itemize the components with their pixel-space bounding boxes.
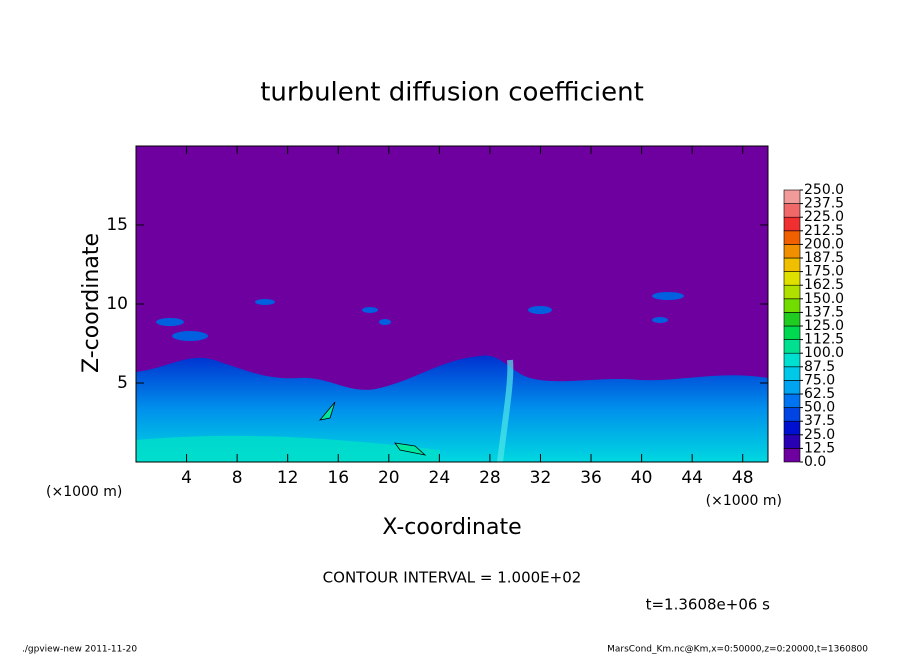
colorbar-label: 12.5 bbox=[804, 440, 835, 456]
chart-title: turbulent diffusion coefficient bbox=[260, 78, 644, 108]
colorbar-label: 250.0 bbox=[804, 182, 844, 198]
contour-line bbox=[318, 401, 336, 421]
colorbar-label: 62.5 bbox=[804, 386, 835, 402]
x-axis-label: X-coordinate bbox=[382, 515, 521, 540]
time-label: t=1.3608e+06 s bbox=[646, 596, 771, 614]
x-tick-label: 44 bbox=[681, 468, 703, 488]
colorbar-box bbox=[783, 244, 801, 259]
contour-line bbox=[394, 442, 427, 456]
x-tick-label: 24 bbox=[429, 468, 451, 488]
x-tick-label: 36 bbox=[580, 468, 602, 488]
colorbar-box bbox=[783, 380, 801, 395]
colorbar-label: 25.0 bbox=[804, 427, 835, 443]
turbulent-layer bbox=[136, 355, 768, 462]
colorbar-label: 225.0 bbox=[804, 209, 844, 225]
surface-layer bbox=[136, 435, 440, 462]
colorbar-box bbox=[783, 420, 801, 436]
eddies bbox=[156, 292, 684, 341]
colorbar-box bbox=[783, 203, 801, 218]
colorbar-label: 125.0 bbox=[804, 318, 844, 334]
x-tick-label: 20 bbox=[378, 468, 400, 488]
y-tick-label: 10 bbox=[106, 294, 128, 314]
colorbar-label: 137.5 bbox=[804, 304, 844, 320]
colorbar-box bbox=[783, 189, 801, 204]
colorbar-box bbox=[783, 434, 801, 449]
x-tick-label: 12 bbox=[277, 468, 299, 488]
colorbar-label: 150.0 bbox=[804, 291, 844, 307]
colorbar-label: 162.5 bbox=[804, 277, 844, 293]
colorbar-label: 112.5 bbox=[804, 332, 844, 348]
footer-left: ./gpview-new 2011-11-20 bbox=[22, 645, 137, 655]
colorbar-box bbox=[783, 216, 801, 232]
colorbar-label: 87.5 bbox=[804, 359, 835, 375]
colorbar-label: 75.0 bbox=[804, 372, 835, 388]
x-tick-label: 28 bbox=[479, 468, 501, 488]
colorbar-box bbox=[783, 257, 801, 272]
x-tick-label: 8 bbox=[232, 468, 243, 488]
x-unit: (×1000 m) bbox=[706, 493, 782, 509]
footer-right: MarsCond_Km.nc@Km,x=0:50000,z=0:20000,t=… bbox=[607, 645, 868, 655]
colorbar-box bbox=[783, 230, 801, 245]
colorbar-label: 50.0 bbox=[804, 400, 835, 416]
colorbar-label: 0.0 bbox=[804, 454, 826, 470]
colorbar-label: 187.5 bbox=[804, 250, 844, 266]
colorbar-box bbox=[783, 366, 801, 381]
plume bbox=[497, 359, 514, 463]
x-tick-label: 16 bbox=[327, 468, 349, 488]
colorbar-label: 200.0 bbox=[804, 236, 844, 252]
colorbar-box bbox=[783, 407, 801, 422]
x-tick-label: 40 bbox=[631, 468, 653, 488]
x-tick-label: 32 bbox=[530, 468, 552, 488]
colorbar-box bbox=[783, 448, 801, 463]
colorbar-label: 212.5 bbox=[804, 223, 844, 239]
y-axis-label: Z-coordinate bbox=[79, 233, 104, 373]
colorbar-box bbox=[783, 312, 801, 327]
colorbar-label: 37.5 bbox=[804, 413, 835, 429]
colorbar-box bbox=[783, 325, 801, 340]
contour-interval: CONTOUR INTERVAL = 1.000E+02 bbox=[323, 569, 582, 587]
x-tick-label: 48 bbox=[732, 468, 754, 488]
colorbar-label: 100.0 bbox=[804, 345, 844, 361]
colorbar-box bbox=[783, 339, 801, 354]
y-tick-label: 5 bbox=[117, 373, 128, 393]
colorbar-box bbox=[783, 393, 801, 408]
field bbox=[136, 146, 768, 463]
colorbar-box bbox=[783, 271, 801, 286]
colorbar-box bbox=[783, 284, 801, 300]
colorbar-label: 237.5 bbox=[804, 196, 844, 212]
colorbar-label: 175.0 bbox=[804, 264, 844, 280]
y-tick-label: 15 bbox=[106, 215, 128, 235]
colorbar-box bbox=[783, 298, 801, 313]
colorbar-box bbox=[783, 352, 801, 368]
x-tick-label: 4 bbox=[181, 468, 192, 488]
y-unit: (×1000 m) bbox=[46, 484, 122, 500]
